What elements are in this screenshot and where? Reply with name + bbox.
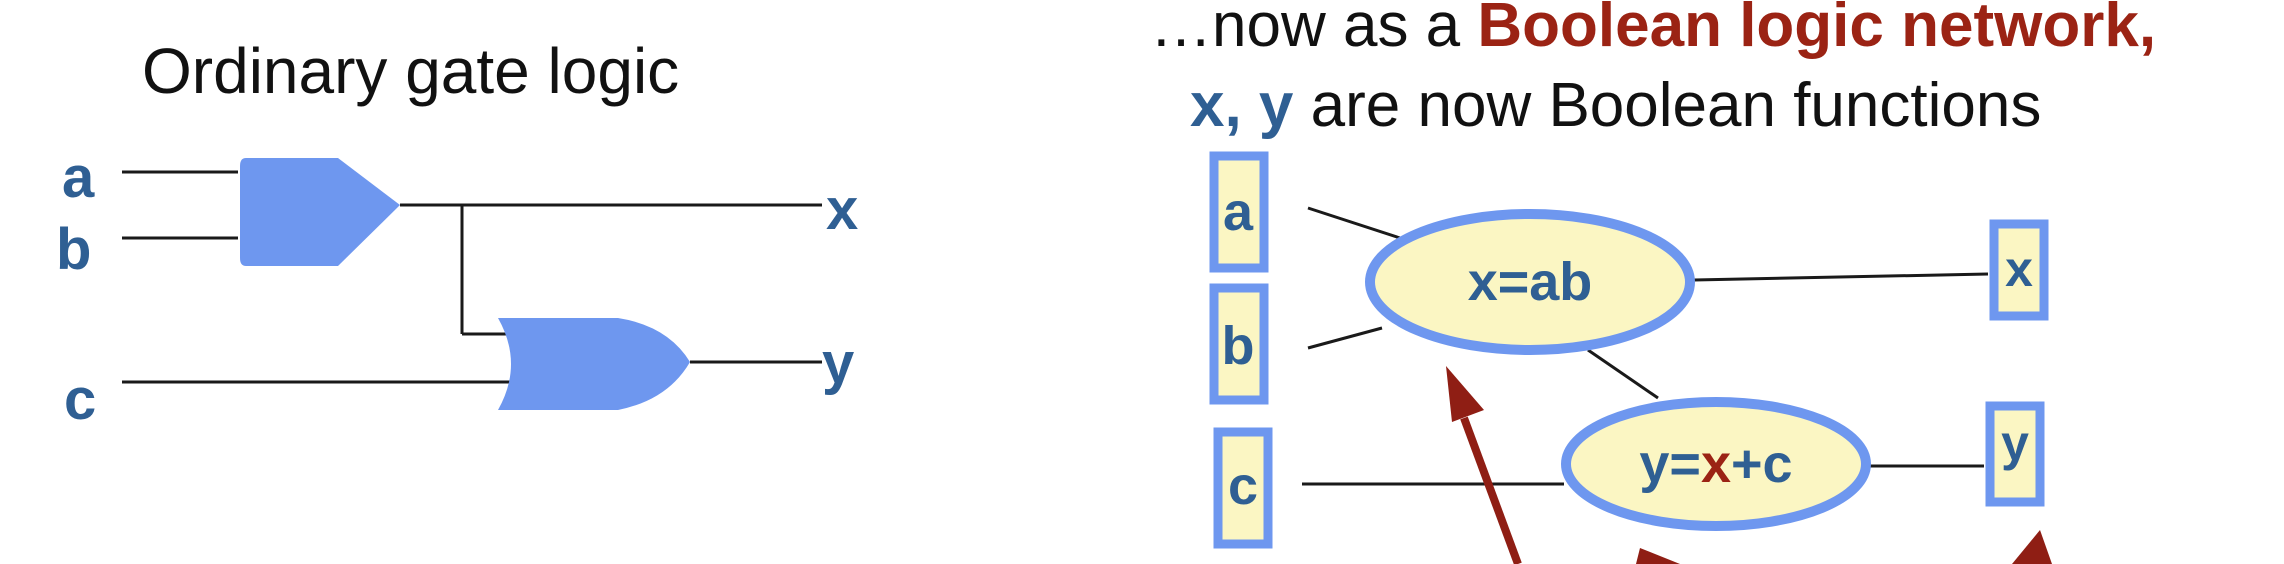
or-gate <box>498 318 690 410</box>
box-label-x: x <box>2005 241 2033 297</box>
left-wires <box>122 170 822 384</box>
node-y-label-suffix: +c <box>1731 434 1793 494</box>
and-gate <box>240 158 400 266</box>
net-wire-a <box>1307 206 1401 240</box>
box-input-c <box>1213 427 1273 549</box>
box-label-a: a <box>1223 182 1254 242</box>
box-input-a <box>1209 151 1269 273</box>
right-title-highlight: Boolean logic network <box>1477 0 2139 60</box>
left-input-a: a <box>62 145 95 210</box>
right-title-line2: x, y are now Boolean functions <box>1190 70 2041 141</box>
node-y <box>1561 397 1871 531</box>
arrow-to-node-x-shaft <box>1460 416 1522 564</box>
box-label-y: y <box>2001 415 2029 471</box>
box-input-b <box>1209 283 1269 405</box>
right-title-suffix: , <box>2138 0 2157 60</box>
node-x-label: x=ab <box>1468 252 1593 312</box>
net-wire-b <box>1307 326 1383 350</box>
right-boxes <box>1209 151 2049 549</box>
node-y-label-var: x <box>1701 434 1731 494</box>
arrow-partial-right <box>2012 530 2052 564</box>
box-label-c: c <box>1228 456 1258 516</box>
box-output-y <box>1985 401 2045 507</box>
arrow-partial-mid <box>1636 548 1680 564</box>
red-arrows <box>1446 366 2052 564</box>
right-title-rest: are now Boolean functions <box>1293 71 2042 140</box>
left-title: Ordinary gate logic <box>142 35 680 107</box>
net-wire-x-to-y <box>1587 348 1659 400</box>
node-y-label: y=x+c <box>1639 434 1792 494</box>
box-output-x <box>1989 219 2049 321</box>
right-title-line1: …now as a Boolean logic network, <box>1150 0 2156 61</box>
left-input-b: b <box>56 217 92 282</box>
left-output-y: y <box>822 331 855 396</box>
right-title-prefix: …now as a <box>1150 0 1478 60</box>
node-y-label-prefix: y= <box>1639 434 1701 494</box>
right-wires <box>1302 206 1989 486</box>
node-x <box>1365 209 1695 355</box>
arrow-to-node-x-head <box>1446 366 1484 422</box>
left-input-c: c <box>64 367 97 432</box>
net-wire-x-out <box>1693 272 1989 282</box>
box-label-b: b <box>1222 316 1255 376</box>
right-title-vars: x, y <box>1190 71 1294 140</box>
left-output-x: x <box>826 177 859 242</box>
